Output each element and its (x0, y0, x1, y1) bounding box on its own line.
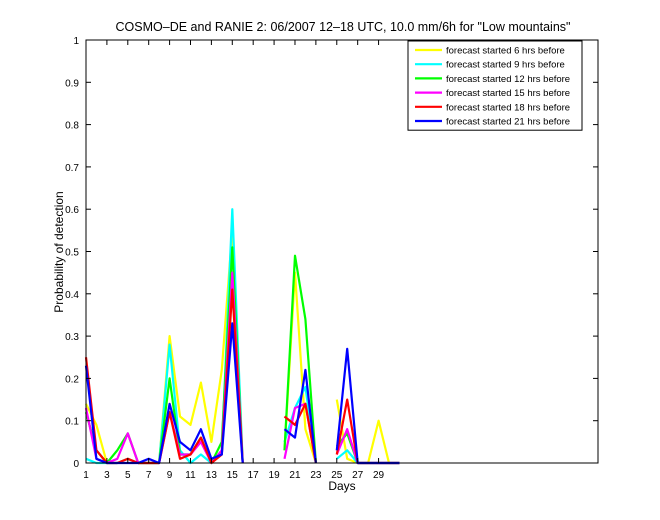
x-tick-label: 15 (227, 470, 239, 481)
x-tick-label: 13 (206, 470, 218, 481)
x-tick-label: 11 (185, 470, 196, 481)
series-line-3 (283, 254, 317, 464)
y-tick-label: 0.4 (65, 290, 79, 301)
x-tick-label: 21 (289, 470, 301, 481)
chart-title: COSMO–DE and RANIE 2: 06/2007 12–18 UTC,… (116, 20, 571, 34)
x-tick-label: 23 (310, 470, 322, 481)
y-tick-label: 0 (73, 459, 79, 470)
x-tick-label: 1 (83, 470, 89, 481)
legend-box (407, 40, 583, 131)
x-tick-label: 25 (331, 470, 343, 481)
legend-label: forecast started 18 hrs before (446, 102, 570, 113)
y-tick-label: 1 (73, 36, 79, 47)
x-tick-label: 3 (104, 470, 110, 481)
x-tick-label: 17 (248, 470, 260, 481)
x-tick-label: 29 (373, 470, 385, 481)
legend-label: forecast started 15 hrs before (446, 88, 570, 99)
series-layer (84, 208, 400, 465)
series-line-5 (283, 402, 317, 464)
x-tick-label: 27 (352, 470, 364, 481)
y-tick-label: 0.9 (65, 78, 79, 89)
x-axis-label: Days (328, 479, 355, 493)
y-tick-label: 0.7 (65, 163, 79, 174)
legend-label: forecast started 12 hrs before (446, 74, 570, 85)
y-tick-label: 0.6 (65, 205, 79, 216)
y-axis-label: Probability of detection (52, 191, 66, 312)
x-tick-label: 7 (146, 470, 152, 481)
legend-label: forecast started 21 hrs before (446, 117, 570, 128)
y-tick-label: 0.8 (65, 121, 79, 132)
x-tick-label: 9 (167, 470, 173, 481)
legend: forecast started 6 hrs before forecast st… (407, 40, 583, 131)
series-line-6 (283, 368, 317, 464)
y-tick-label: 0.1 (65, 417, 79, 428)
x-tick-label: 5 (125, 470, 131, 481)
legend-label: forecast started 9 hrs before (446, 60, 565, 71)
y-tick-label: 0.5 (65, 248, 79, 259)
y-tick-label: 0.3 (65, 332, 79, 343)
legend-label: forecast started 6 hrs before (446, 46, 565, 57)
x-tick-label: 19 (269, 470, 281, 481)
series-line-3 (84, 246, 244, 465)
ticks-layer: 00.10.20.30.40.50.60.70.80.911 3 5 7 9 11 13 15… (65, 36, 598, 481)
y-tick-label: 0.2 (65, 374, 79, 385)
